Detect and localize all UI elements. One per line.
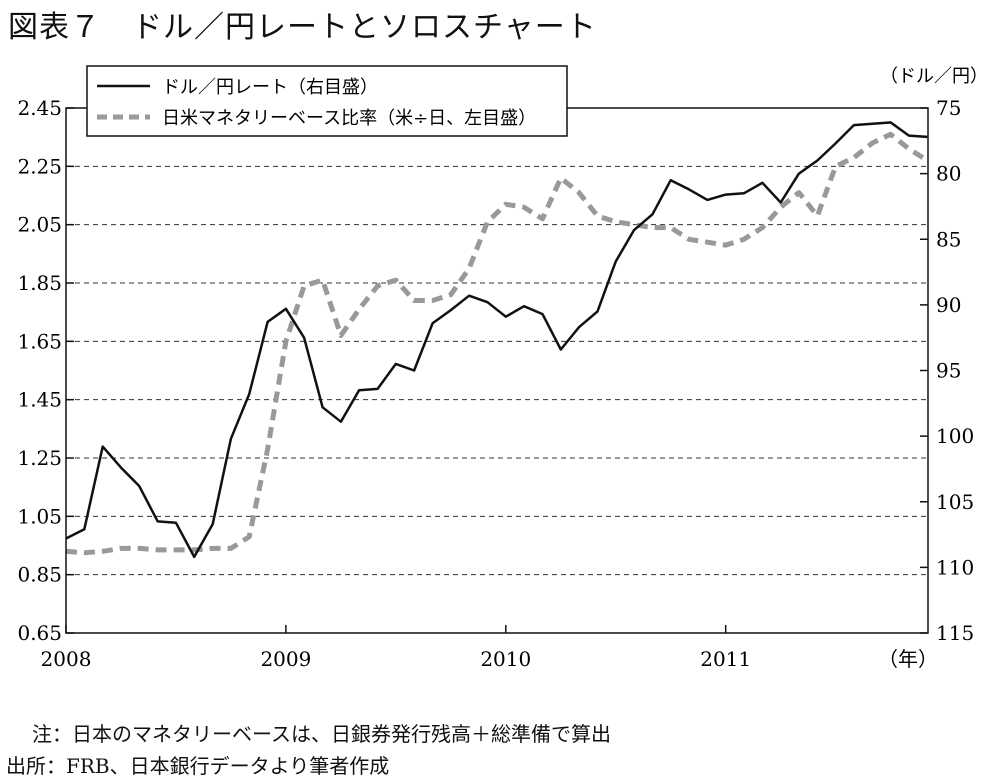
left-axis: 0.65 0.85 1.05 1.25 1.45 1.65 1.85 2.05 2.25 2.45 [17,96,74,645]
right-axis-unit: （ドル／円） [880,66,988,87]
right-tick-label: 95 [936,359,961,383]
series-layer [65,121,929,559]
right-tick-label: 90 [936,293,961,317]
right-tick-label: 85 [936,227,961,251]
left-tick-label: 2.25 [17,154,62,178]
legend-box [86,65,568,137]
grid-lines [66,165,928,576]
left-tick-label: 1.65 [17,329,62,353]
series-line-exchange-rate [65,121,928,559]
right-tick-label: 100 [936,424,974,448]
x-axis-unit: （年） [878,647,938,671]
x-tick-label: 2010 [480,647,531,671]
left-tick-label: 1.45 [17,388,62,412]
right-axis: 75 80 85 90 95 100 105 110 115 [920,96,974,645]
x-tick-label: 2008 [41,647,92,671]
left-tick-label: 0.85 [17,563,62,587]
x-tick-label: 2011 [700,647,751,671]
left-tick-label: 2.05 [17,213,62,237]
right-tick-label: 115 [936,621,974,645]
x-axis: 2008 2009 2010 2011 [41,625,751,671]
footnote: 注：日本のマネタリーベースは、日銀券発行残高＋総準備で算出 [32,722,611,746]
left-tick-label: 2.45 [17,96,62,120]
series-line-base-ratio [65,131,929,556]
legend-label-exchange-rate: ドル／円レート（右目盛） [162,77,378,98]
source-note: 出所：FRB、日本銀行データより筆者作成 [6,754,390,778]
right-tick-label: 105 [936,490,974,514]
legend-label-base-ratio: 日米マネタリーベース比率（米÷日、左目盛） [162,108,536,129]
right-tick-label: 110 [936,555,974,579]
x-tick-label: 2009 [260,647,311,671]
left-tick-label: 1.05 [17,504,62,528]
legend: ドル／円レート（右目盛） 日米マネタリーベース比率（米÷日、左目盛） [86,65,568,137]
left-tick-label: 1.25 [17,446,62,470]
right-tick-label: 75 [936,96,961,120]
right-tick-label: 80 [936,162,961,186]
left-tick-label: 0.65 [17,621,62,645]
left-tick-label: 1.85 [17,271,62,295]
chart-title: 図表７ ドル／円レートとソロスチャート [8,10,597,45]
